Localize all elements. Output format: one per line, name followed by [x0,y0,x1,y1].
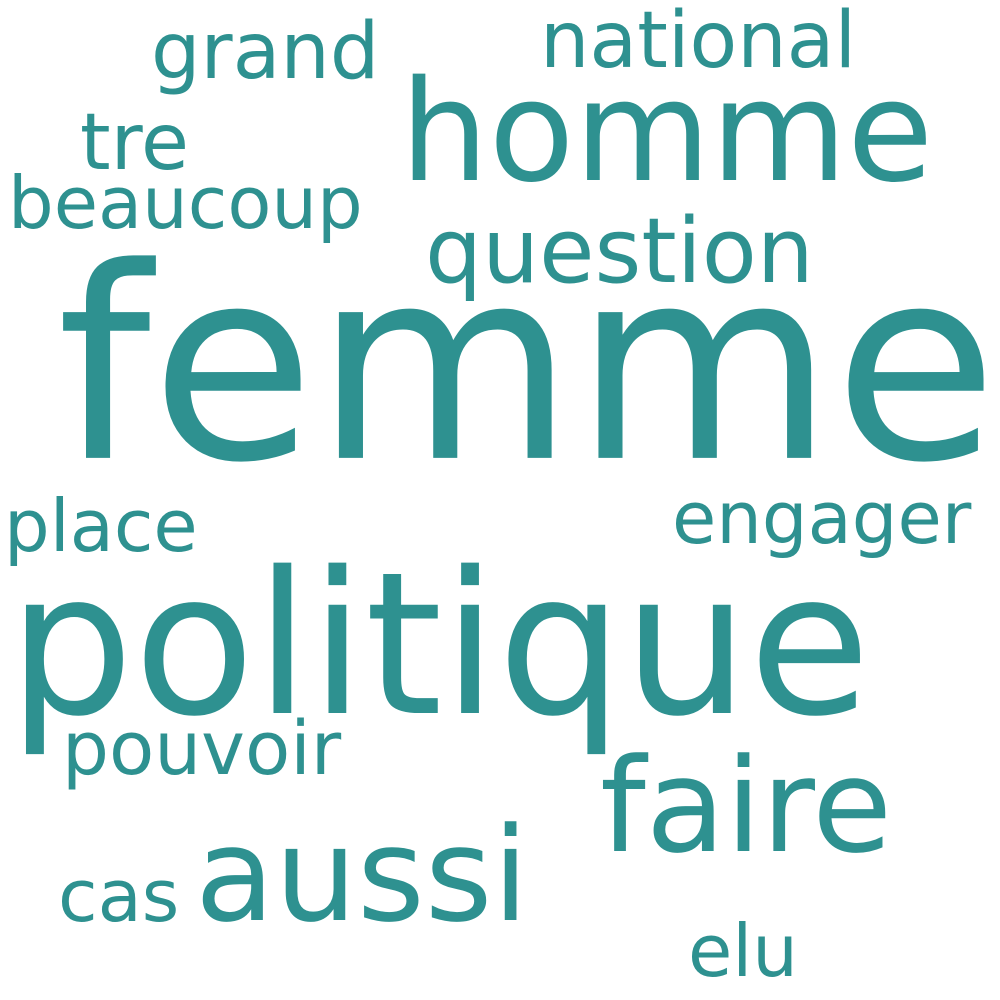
word-pouvoir: pouvoir [62,706,342,792]
word-cas: cas [58,854,180,938]
word-politique: politique [8,529,871,760]
word-question: question [425,199,814,304]
word-place: place [4,484,198,568]
word-grand: grand [151,7,380,97]
word-homme: homme [400,51,934,214]
word-femme: femme [57,210,998,522]
word-faire: faire [600,730,893,882]
word-beaucoup: beaucoup [8,161,363,245]
word-national: national [540,0,857,86]
word-elu: elu [688,909,798,993]
word-tre: tre [80,98,189,188]
word-engager: engager [672,476,972,560]
word-aussi: aussi [195,799,529,951]
